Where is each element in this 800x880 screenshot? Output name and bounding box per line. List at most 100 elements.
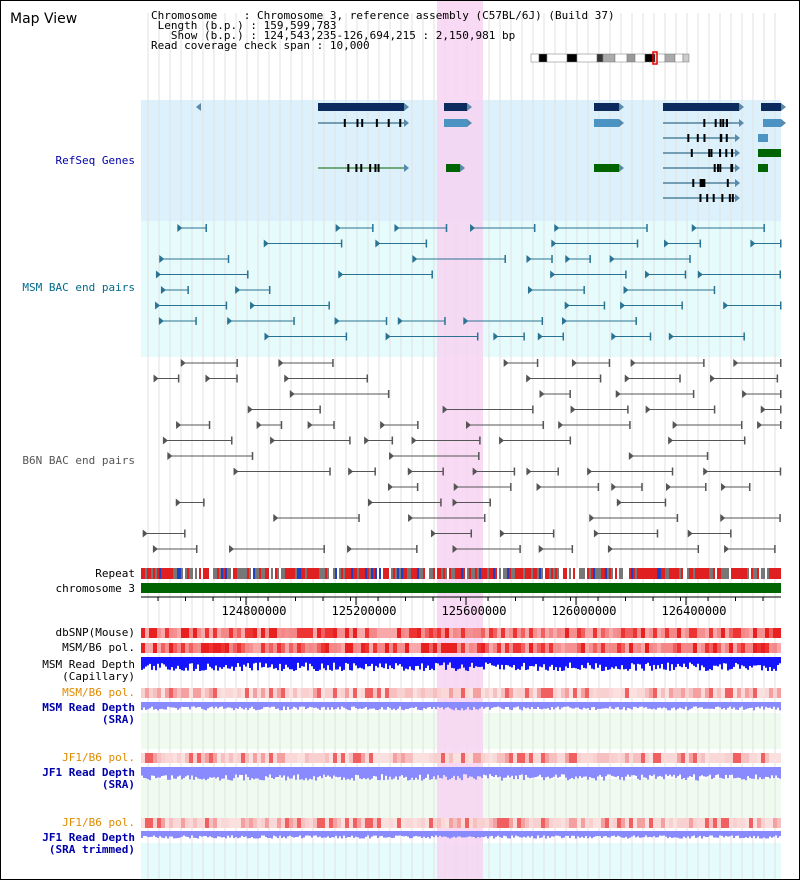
heat-cell	[565, 628, 569, 638]
depth-bar	[147, 767, 149, 780]
depth-bar	[209, 831, 211, 837]
repeat-segment	[693, 568, 695, 579]
depth-bar	[441, 657, 443, 666]
depth-bar	[223, 657, 225, 668]
depth-bar	[585, 767, 587, 777]
depth-bar	[617, 657, 619, 669]
heat-cell	[449, 753, 453, 763]
heat-cell	[645, 818, 649, 828]
depth-bar	[611, 657, 613, 668]
depth-bar	[673, 831, 675, 838]
depth-bar	[175, 831, 177, 839]
bac-end-tick	[699, 239, 702, 248]
bac-end-marker	[558, 421, 564, 429]
depth-bar	[513, 767, 515, 780]
heat-cell	[141, 753, 145, 763]
depth-bar	[365, 831, 367, 837]
track-label-msm-bac[interactable]: MSM BAC end pairs	[22, 281, 135, 294]
depth-bar	[465, 657, 467, 671]
bac-end-marker	[742, 390, 748, 398]
heat-cell	[549, 688, 553, 698]
depth-bar	[773, 657, 775, 669]
heat-cell	[349, 753, 353, 763]
track-label-jf1-b6-pol[interactable]: JF1/B6 pol.	[62, 751, 135, 764]
track-label-refseq[interactable]: RefSeq Genes	[55, 154, 135, 167]
depth-bar	[731, 767, 733, 775]
depth-bar	[237, 657, 239, 664]
depth-bar	[155, 767, 157, 779]
heat-cell	[177, 628, 181, 638]
repeat-segment	[141, 568, 143, 579]
bac-end-marker	[733, 359, 739, 367]
heat-cell	[317, 628, 321, 638]
track-label-dbsnp[interactable]: dbSNP(Mouse)	[55, 626, 135, 639]
track-label-jf1-depth-trimmed[interactable]: JF1 Read Depth (SRA trimmed)	[42, 831, 135, 856]
heat-cell	[645, 688, 649, 698]
depth-bar	[769, 831, 771, 837]
chromosome-value: Chromosome 3, reference assembly (C57BL/…	[256, 9, 615, 22]
heat-cell	[309, 688, 313, 698]
track-label-b6n-bac[interactable]: B6N BAC end pairs	[22, 454, 135, 467]
track-label-jf1-depth-sra[interactable]: JF1 Read Depth (SRA)	[42, 766, 135, 791]
bac-end-tick	[333, 421, 335, 429]
heat-cell	[565, 818, 569, 828]
heat-cell	[677, 688, 681, 698]
heat-cell	[269, 753, 273, 763]
depth-bar	[547, 767, 549, 777]
depth-bar	[645, 767, 647, 778]
depth-bar	[409, 702, 411, 709]
depth-bar	[251, 831, 253, 838]
heat-cell	[277, 818, 281, 828]
repeat-segment	[305, 568, 307, 579]
heat-cell	[297, 818, 301, 828]
depth-bar	[189, 657, 191, 664]
repeat-segment	[641, 568, 643, 579]
depth-bar	[667, 831, 669, 839]
repeat-segment	[181, 568, 183, 579]
heat-cell	[593, 628, 597, 638]
depth-bar	[729, 702, 731, 707]
heat-cell	[745, 643, 749, 653]
depth-bar	[479, 657, 481, 668]
depth-bar	[583, 702, 585, 708]
heat-cell	[641, 643, 645, 653]
bac-end-tick	[442, 467, 444, 476]
track-label-msm-b6-pol[interactable]: MSM/B6 pol.	[62, 641, 135, 654]
depth-bar	[415, 702, 417, 707]
depth-bar	[603, 767, 605, 781]
heat-cell	[205, 818, 209, 828]
depth-bar	[555, 657, 557, 668]
track-label-msm-depth-sra[interactable]: MSM Read Depth (SRA)	[42, 701, 135, 726]
gene-exon	[343, 119, 346, 127]
heat-cell	[761, 628, 765, 638]
depth-bar	[345, 657, 347, 663]
gene-exon	[725, 119, 728, 127]
repeat-segment	[603, 568, 605, 579]
heat-cell	[617, 628, 621, 638]
heat-cell	[557, 628, 561, 638]
length-label: Length (b.p.)	[157, 19, 244, 32]
bac-end-marker	[364, 436, 370, 445]
heat-cell	[161, 688, 165, 698]
heat-cell	[401, 753, 405, 763]
repeat-segment	[151, 568, 153, 579]
depth-bar	[627, 702, 629, 708]
ideogram-band	[538, 53, 548, 63]
depth-bar	[377, 702, 379, 711]
bac-end-tick	[627, 405, 629, 414]
heat-cell	[477, 628, 481, 638]
heat-cell	[685, 688, 689, 698]
depth-bar	[629, 767, 631, 777]
depth-bar	[165, 657, 167, 667]
track-label-msm-depth-capillary[interactable]: MSM Read Depth (Capillary)	[42, 658, 135, 683]
heat-cell	[253, 628, 257, 638]
depth-bar	[411, 767, 413, 778]
depth-bar	[753, 831, 755, 836]
depth-bar	[401, 767, 403, 776]
track-label-jf1-b6-pol-2[interactable]: JF1/B6 pol.	[62, 816, 135, 829]
track-label-msm-b6-pol-sra[interactable]: MSM/B6 pol.	[62, 686, 135, 699]
depth-bar	[721, 767, 723, 779]
depth-bar	[759, 702, 761, 709]
repeat-segment	[477, 568, 479, 579]
